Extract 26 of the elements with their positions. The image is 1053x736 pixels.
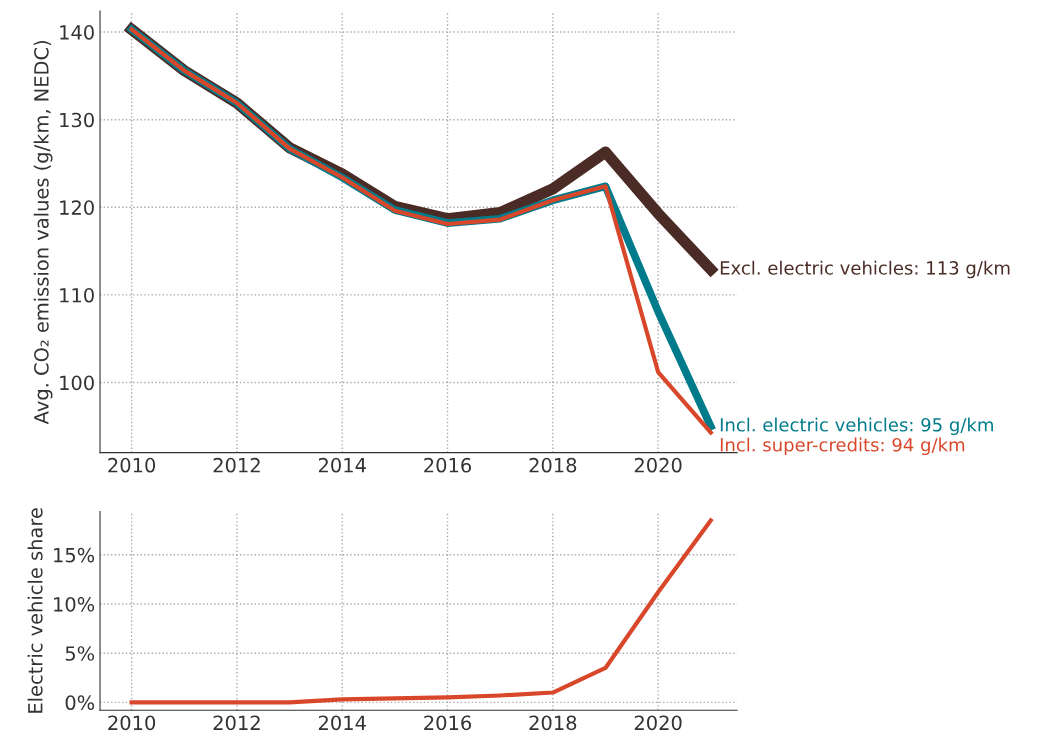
- series-label: Incl. electric vehicles: 95 g/km: [720, 417, 993, 436]
- x-tick-label: 2014: [318, 715, 366, 731]
- series-label: Incl. super-credits: 94 g/km: [720, 437, 965, 456]
- y-tick-label: 120: [60, 200, 94, 215]
- x-tick-label: 2014: [318, 457, 366, 473]
- x-tick-label: 2010: [108, 715, 156, 731]
- x-tick-label: 2016: [424, 457, 472, 473]
- y-tick-label: 110: [60, 287, 94, 303]
- series-label: Excl. electric vehicles: 113 g/km: [720, 260, 1010, 279]
- x-tick-label: 2012: [213, 457, 260, 473]
- y-tick-label: 0%: [65, 695, 95, 711]
- x-tick-label: 2012: [213, 715, 260, 731]
- x-tick-label: 2018: [529, 457, 577, 473]
- y-axis-title: Electric vehicle share: [27, 508, 43, 713]
- y-tick-label: 130: [60, 112, 94, 128]
- y-tick-label: 15%: [54, 547, 95, 563]
- y-tick-label: 5%: [65, 646, 95, 661]
- x-tick-label: 2010: [108, 457, 156, 473]
- x-tick-label: 2020: [634, 715, 682, 731]
- y-axis-title: Avg. CO₂ emission values (g/km, NEDC): [33, 40, 53, 425]
- x-tick-label: 2018: [529, 715, 577, 731]
- y-tick-label: 10%: [54, 596, 95, 612]
- y-tick-label: 100: [60, 375, 94, 391]
- y-tick-label: 140: [60, 25, 94, 40]
- x-tick-label: 2016: [424, 715, 472, 731]
- x-tick-label: 2020: [634, 457, 682, 473]
